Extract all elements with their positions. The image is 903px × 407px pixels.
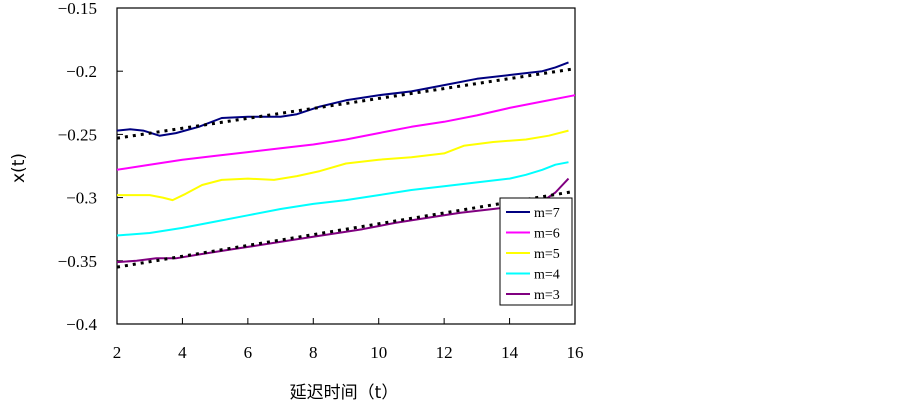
legend-entry: m=5 — [534, 247, 560, 262]
y-tick-label: −0.2 — [66, 62, 97, 81]
x-tick-label: 6 — [244, 343, 253, 362]
y-tick-label: −0.25 — [58, 125, 97, 144]
y-axis-title: x(t) — [9, 153, 29, 183]
legend-entry: m=6 — [534, 227, 560, 242]
legend-entry: m=7 — [534, 206, 560, 221]
legend: m=7 m=6 m=5 m=4 m=3 — [499, 197, 573, 306]
x-tick-label: 2 — [113, 343, 122, 362]
legend-box — [499, 197, 573, 306]
y-tick-label: −0.15 — [58, 0, 97, 18]
series-line-m6 — [116, 94, 576, 171]
trend-line-2 — [116, 189, 576, 269]
x-axis-label: 延迟时间（t） — [290, 383, 399, 403]
x-tick-label: 14 — [501, 343, 519, 362]
x-tick-label: 16 — [567, 343, 584, 362]
y-tick-label: −0.4 — [66, 315, 97, 334]
y-axis-label: x(t) — [9, 153, 29, 183]
x-tick-label: 8 — [309, 343, 318, 362]
legend-entry: m=3 — [534, 288, 560, 303]
trend-line-1 — [116, 67, 576, 140]
y-tick-label: −0.35 — [58, 252, 97, 271]
x-tick-label: 4 — [178, 343, 187, 362]
y-tick-label: −0.3 — [66, 189, 97, 208]
legend-entry: m=4 — [534, 268, 560, 283]
x-tick-label: 12 — [436, 343, 453, 362]
x-tick-label: 10 — [370, 343, 387, 362]
series-line-m5 — [117, 129, 569, 202]
axis-ticks: 2 4 6 8 10 12 14 16 −0.15 −0.2 −0.25 −0.3 −0.35 −0.4 — [58, 0, 584, 362]
series-line-m4 — [116, 161, 569, 237]
plot-area — [116, 7, 576, 325]
